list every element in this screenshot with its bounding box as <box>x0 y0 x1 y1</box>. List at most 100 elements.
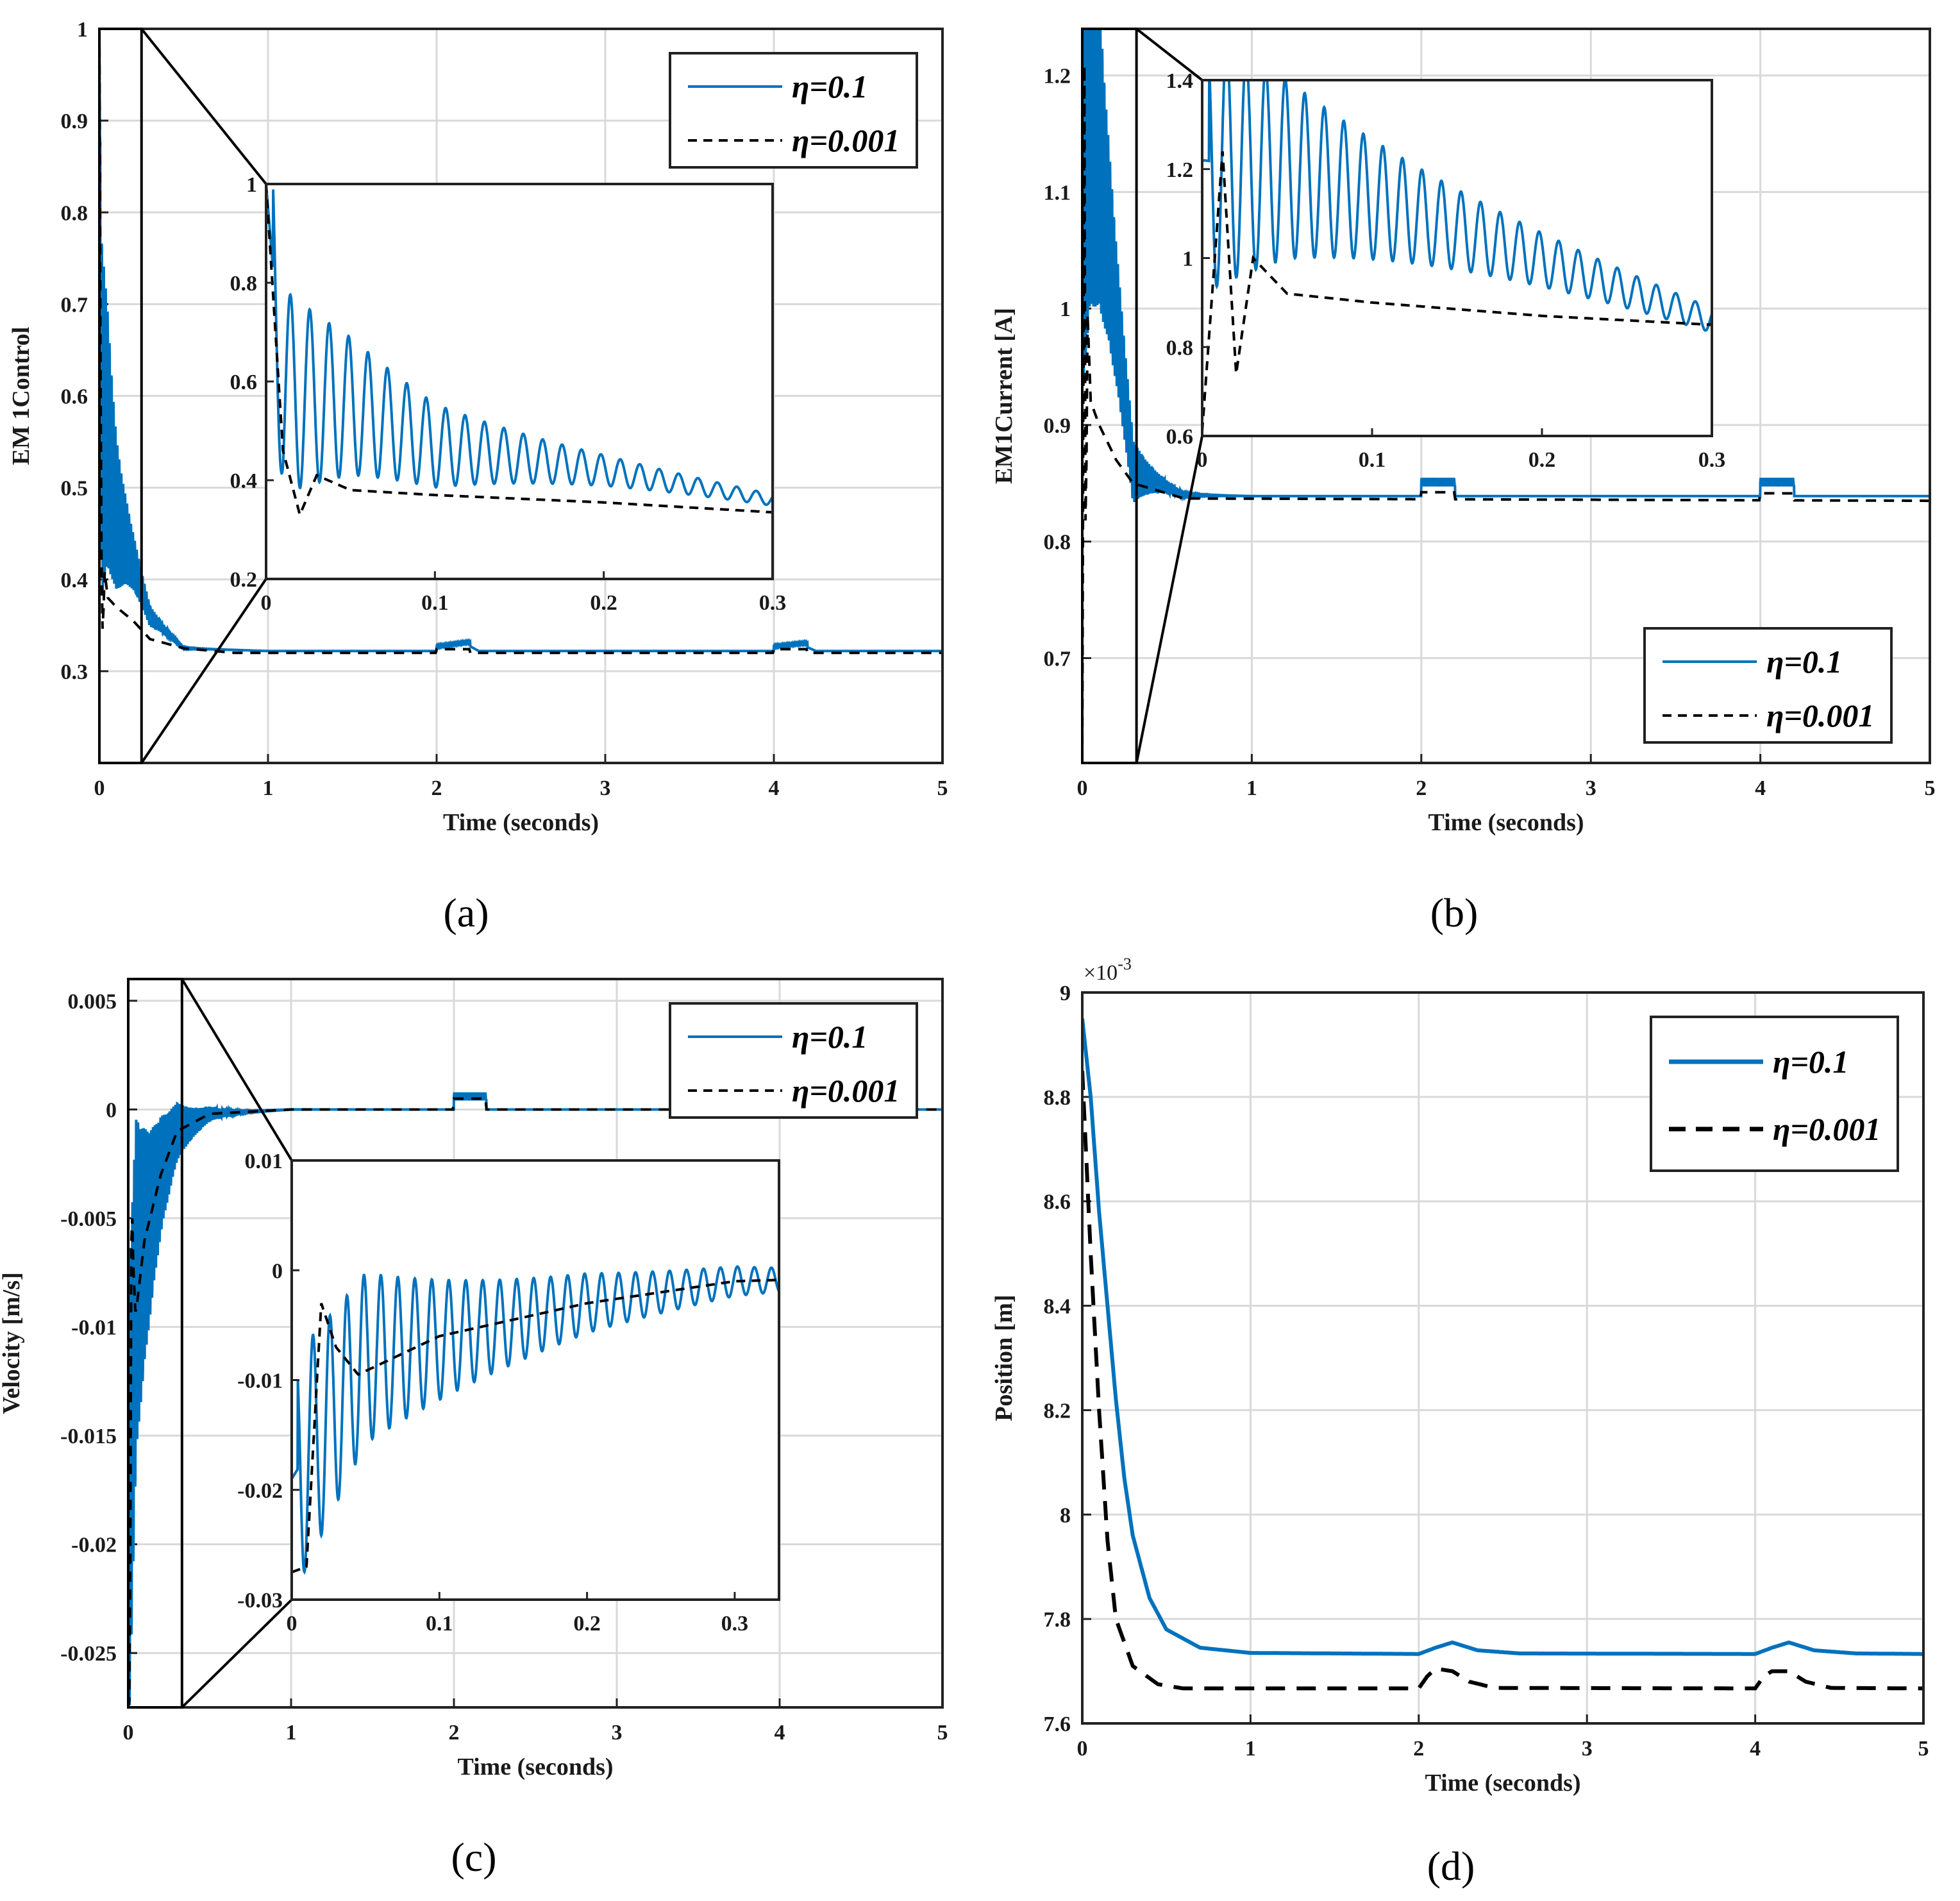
inset-series-line <box>266 184 773 507</box>
x-axis-label: Time (seconds) <box>1425 1770 1580 1796</box>
x-tick-label: 2 <box>449 1721 460 1745</box>
inset-y-tick-label: 0.4 <box>230 469 258 493</box>
axis-exponent: ×10-3 <box>1084 955 1132 985</box>
inset-y-tick-label: 0.6 <box>230 371 258 394</box>
inset-x-tick-label: 0 <box>287 1612 297 1636</box>
series-line-eta-0-1 <box>99 29 942 653</box>
zoom-connector <box>140 28 267 185</box>
legend: η=0.1 η=0.001 <box>669 52 918 169</box>
y-tick-label: 0.7 <box>1044 647 1071 671</box>
y-tick-label: 0.8 <box>1044 531 1071 555</box>
x-tick-label: 3 <box>600 776 611 800</box>
legend-label: η=0.1 <box>1766 644 1842 680</box>
legend-box <box>1643 627 1893 744</box>
legend-label: η=0.001 <box>1766 698 1874 733</box>
series-line-eta-0-001 <box>99 29 942 655</box>
y-tick-label: -0.01 <box>71 1316 117 1340</box>
x-axis-label: Time (seconds) <box>457 1754 613 1780</box>
legend-label: η=0.001 <box>792 122 900 158</box>
x-tick-label: 1 <box>263 776 274 800</box>
inset-background <box>292 1160 779 1600</box>
inset-x-tick-label: 0.1 <box>421 591 449 615</box>
inset-x-tick-label: 0 <box>1197 448 1208 472</box>
y-tick-label: 0.4 <box>61 569 88 592</box>
y-axis-label: EM1Current [A] <box>991 308 1018 484</box>
inset-x-tick-label: 0.3 <box>1698 448 1726 472</box>
inset-x-tick-label: 0.2 <box>573 1612 601 1636</box>
y-tick-label: 0.6 <box>61 385 88 409</box>
zoom-region-box <box>127 978 183 1709</box>
series-group <box>1082 1018 1923 1691</box>
series-group <box>1082 29 1930 763</box>
y-tick-label: 9 <box>1060 982 1071 1005</box>
chart-panel-c: 0 1 2 3 4 5 0.005 0 -0.005 -0.01 -0.015 -0.02 -0.025… <box>0 978 948 1880</box>
x-tick-label: 3 <box>612 1721 623 1745</box>
legend-label: η=0.001 <box>792 1073 900 1109</box>
y-tick-label: 8.8 <box>1044 1086 1071 1110</box>
x-tick-label: 4 <box>775 1721 785 1745</box>
y-tick-label: 7.8 <box>1044 1608 1071 1632</box>
inset-y-tick-label: 0 <box>272 1259 283 1283</box>
inset-series-line <box>292 1265 779 1575</box>
y-tick-label: -0.015 <box>60 1425 117 1448</box>
inset-x-tick-label: 0.3 <box>721 1612 749 1636</box>
inset-series-line <box>292 1278 779 1574</box>
inset-axes: 0 0.1 0.2 0.3 0.6 0.8 1 1.2 1.4 <box>1166 69 1726 472</box>
y-tick-label: 8.6 <box>1044 1191 1071 1214</box>
zoom-connector <box>140 578 267 764</box>
zoom-connector <box>1135 435 1203 764</box>
chart-panel-a: 0 1 2 3 4 5 0.3 0.4 0.5 0.6 0.7 0.8 0.9 1 Time (second… <box>8 18 948 935</box>
x-tick-label: 2 <box>1413 1737 1424 1761</box>
inset-y-tick-label: -0.01 <box>237 1369 283 1393</box>
legend-label: η=0.1 <box>1773 1044 1848 1080</box>
legend-box <box>669 52 918 169</box>
inset-x-tick-label: 0.1 <box>426 1612 453 1636</box>
x-tick-label: 0 <box>1077 1737 1088 1761</box>
inset-x-tick-label: 0 <box>261 591 272 615</box>
inset-background <box>266 184 773 579</box>
inset-y-tick-label: -0.02 <box>237 1479 283 1503</box>
legend: η=0.1 η=0.001 <box>1643 627 1893 744</box>
inset-y-tick-label: 0.6 <box>1166 425 1194 449</box>
series-line-eta-0-001 <box>1082 1070 1923 1691</box>
series-line-eta-0-001 <box>1082 65 1930 763</box>
y-tick-label: 0 <box>106 1098 117 1122</box>
y-tick-label: -0.025 <box>60 1642 117 1666</box>
inset-series-group <box>266 184 773 519</box>
inset-y-tick-label: 1 <box>246 173 257 197</box>
inset-y-tick-label: 0.01 <box>245 1150 283 1173</box>
x-tick-label: 3 <box>1586 776 1596 800</box>
x-tick-label: 5 <box>937 776 948 800</box>
y-tick-label: 8.2 <box>1044 1399 1071 1423</box>
legend-box <box>669 1002 918 1119</box>
series-line-eta-0-1 <box>1082 29 1930 503</box>
zoom-connector <box>181 978 293 1162</box>
y-axis-label: Velocity [m/s] <box>0 1272 25 1414</box>
x-axis-label: Time (seconds) <box>443 809 599 836</box>
legend-label: η=0.1 <box>792 69 867 105</box>
x-tick-label: 5 <box>1925 776 1936 800</box>
y-tick-label: 0.3 <box>61 660 88 684</box>
inset-series-line <box>1202 151 1712 432</box>
y-tick-label: -0.02 <box>71 1534 117 1557</box>
plot-frame <box>1081 991 1925 1725</box>
zoom-region-box <box>1081 28 1138 764</box>
series-line-eta-0-1 <box>1082 1018 1923 1656</box>
x-tick-label: 1 <box>286 1721 297 1745</box>
y-tick-label: 0.9 <box>1044 414 1071 438</box>
x-tick-label: 1 <box>1245 1737 1256 1761</box>
inset-y-tick-label: 1 <box>1182 247 1193 271</box>
x-axis-label: Time (seconds) <box>1428 809 1584 836</box>
y-tick-label: 8 <box>1060 1503 1071 1527</box>
x-tick-label: 4 <box>1750 1737 1761 1761</box>
x-tick-label: 5 <box>937 1721 948 1745</box>
y-tick-label: 0.7 <box>61 293 88 317</box>
zoom-connector <box>181 1598 293 1709</box>
x-tick-label: 1 <box>1246 776 1257 800</box>
inset-x-tick-label: 0.3 <box>759 591 787 615</box>
legend-box <box>1650 1016 1899 1172</box>
y-axis-label: Position [m] <box>991 1294 1018 1421</box>
inset-series-group <box>1202 80 1712 432</box>
inset-x-tick-label: 0.2 <box>590 591 617 615</box>
x-tick-label: 4 <box>769 776 780 800</box>
